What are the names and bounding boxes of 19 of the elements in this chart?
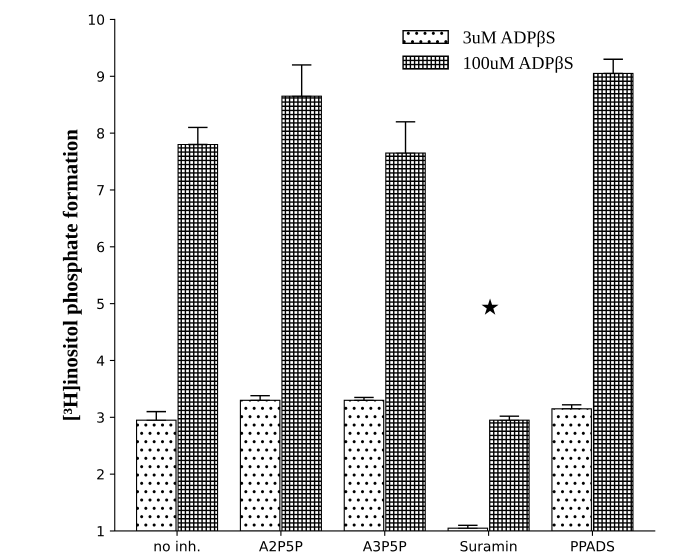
y-tick-label: 9 — [97, 71, 104, 82]
x-tick-label: no inh. — [154, 540, 200, 552]
y-tick-label: 1 — [98, 526, 104, 536]
legend-label: 100uM ADPβS — [464, 56, 573, 73]
y-tick-label: 8 — [97, 128, 104, 139]
annotation: ★ — [482, 298, 499, 315]
y-tick-label: 2 — [97, 469, 104, 480]
y-tick-label: 10 — [88, 14, 104, 25]
y-tick-label: 6 — [97, 242, 104, 252]
y-tick-label: 5 — [97, 298, 104, 310]
x-tick-label: PPADS — [571, 540, 614, 552]
y-tick-label: 4 — [96, 356, 104, 366]
x-tick-label: A3P5P — [362, 540, 406, 552]
legend-label: 3uM ADPβS — [464, 30, 555, 48]
y-tick-label: 3 — [97, 412, 104, 423]
y-tick-label: 7 — [97, 185, 104, 196]
y-axis-title: [³H]inositol phosphate formation — [62, 129, 82, 420]
x-tick-label: Suramin — [460, 540, 516, 552]
x-tick-label: A2P5P — [259, 540, 302, 552]
